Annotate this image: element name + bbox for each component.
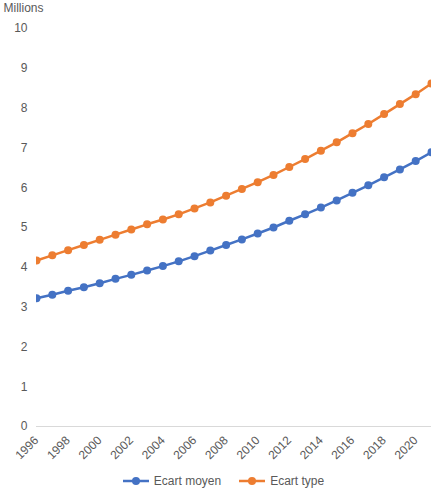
- svg-text:1998: 1998: [44, 433, 73, 462]
- svg-text:2016: 2016: [329, 433, 358, 462]
- svg-text:2: 2: [21, 340, 28, 354]
- html-text:Ecart moyen: Ecart moyen: [153, 474, 222, 488]
- svg-text:7: 7: [21, 141, 28, 155]
- svg-text:2020: 2020: [392, 433, 421, 462]
- svg-text:Millions: Millions: [4, 1, 44, 15]
- svg-text:3: 3: [21, 300, 28, 314]
- svg-text:0: 0: [21, 419, 28, 433]
- svg-text:6: 6: [21, 181, 28, 195]
- html-text:Ecart type: Ecart type: [270, 474, 325, 488]
- svg-text:1996: 1996: [13, 433, 42, 462]
- svg-text:4: 4: [21, 260, 28, 274]
- svg-text:5: 5: [21, 220, 28, 234]
- svg-text:2010: 2010: [234, 433, 263, 462]
- svg-text:2018: 2018: [360, 433, 389, 462]
- svg-text:2012: 2012: [265, 433, 294, 462]
- svg-text:2014: 2014: [297, 433, 326, 462]
- svg-text:8: 8: [21, 101, 28, 115]
- svg-text:2006: 2006: [171, 433, 200, 462]
- svg-text:9: 9: [21, 61, 28, 75]
- svg-text:1: 1: [21, 380, 28, 394]
- svg-text:2000: 2000: [76, 433, 105, 462]
- svg-text:2008: 2008: [202, 433, 231, 462]
- svg-text:10: 10: [14, 21, 28, 35]
- svg-text:2002: 2002: [107, 433, 136, 462]
- svg-text:2004: 2004: [139, 433, 168, 462]
